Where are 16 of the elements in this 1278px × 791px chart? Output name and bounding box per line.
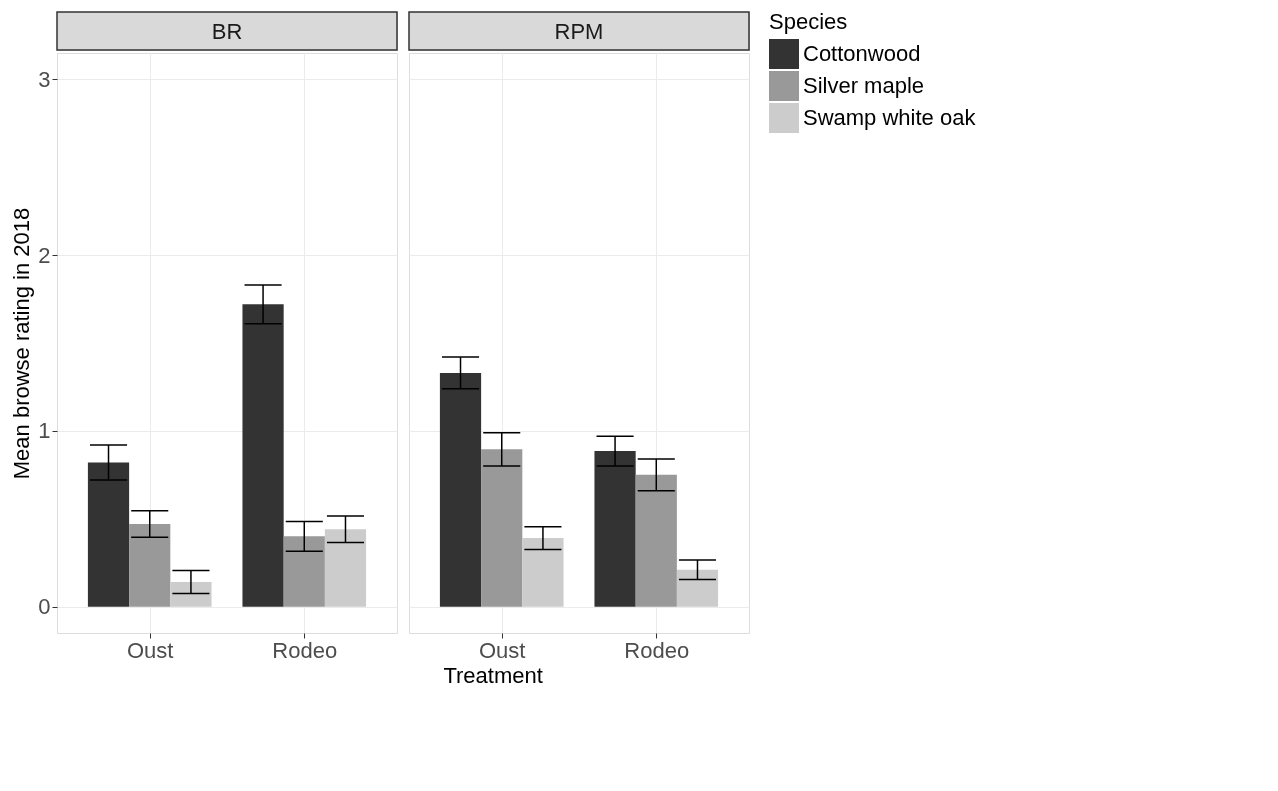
x-axis-title: Treatment [443,662,543,688]
x-tick-label: Oust [478,637,526,663]
x-tick-label: Oust [126,637,174,663]
chart-title: BR [211,19,243,44]
y-tick-label: 1 [38,418,51,444]
y-tick-label: 3 [38,66,51,92]
y-tick-label: 2 [38,242,51,268]
x-tick-label: Rodeo [624,637,690,663]
legend-label: Cottonwood [803,41,921,66]
chart-title: RPM [554,19,604,44]
legend-title: Species [769,9,848,34]
legend-label: Swamp white oak [803,105,977,130]
y-tick-label: 0 [38,594,51,620]
x-tick-label: Rodeo [272,637,338,663]
legend-label: Silver maple [803,73,925,98]
y-axis-title: Mean browse rating in 2018 [9,207,35,480]
